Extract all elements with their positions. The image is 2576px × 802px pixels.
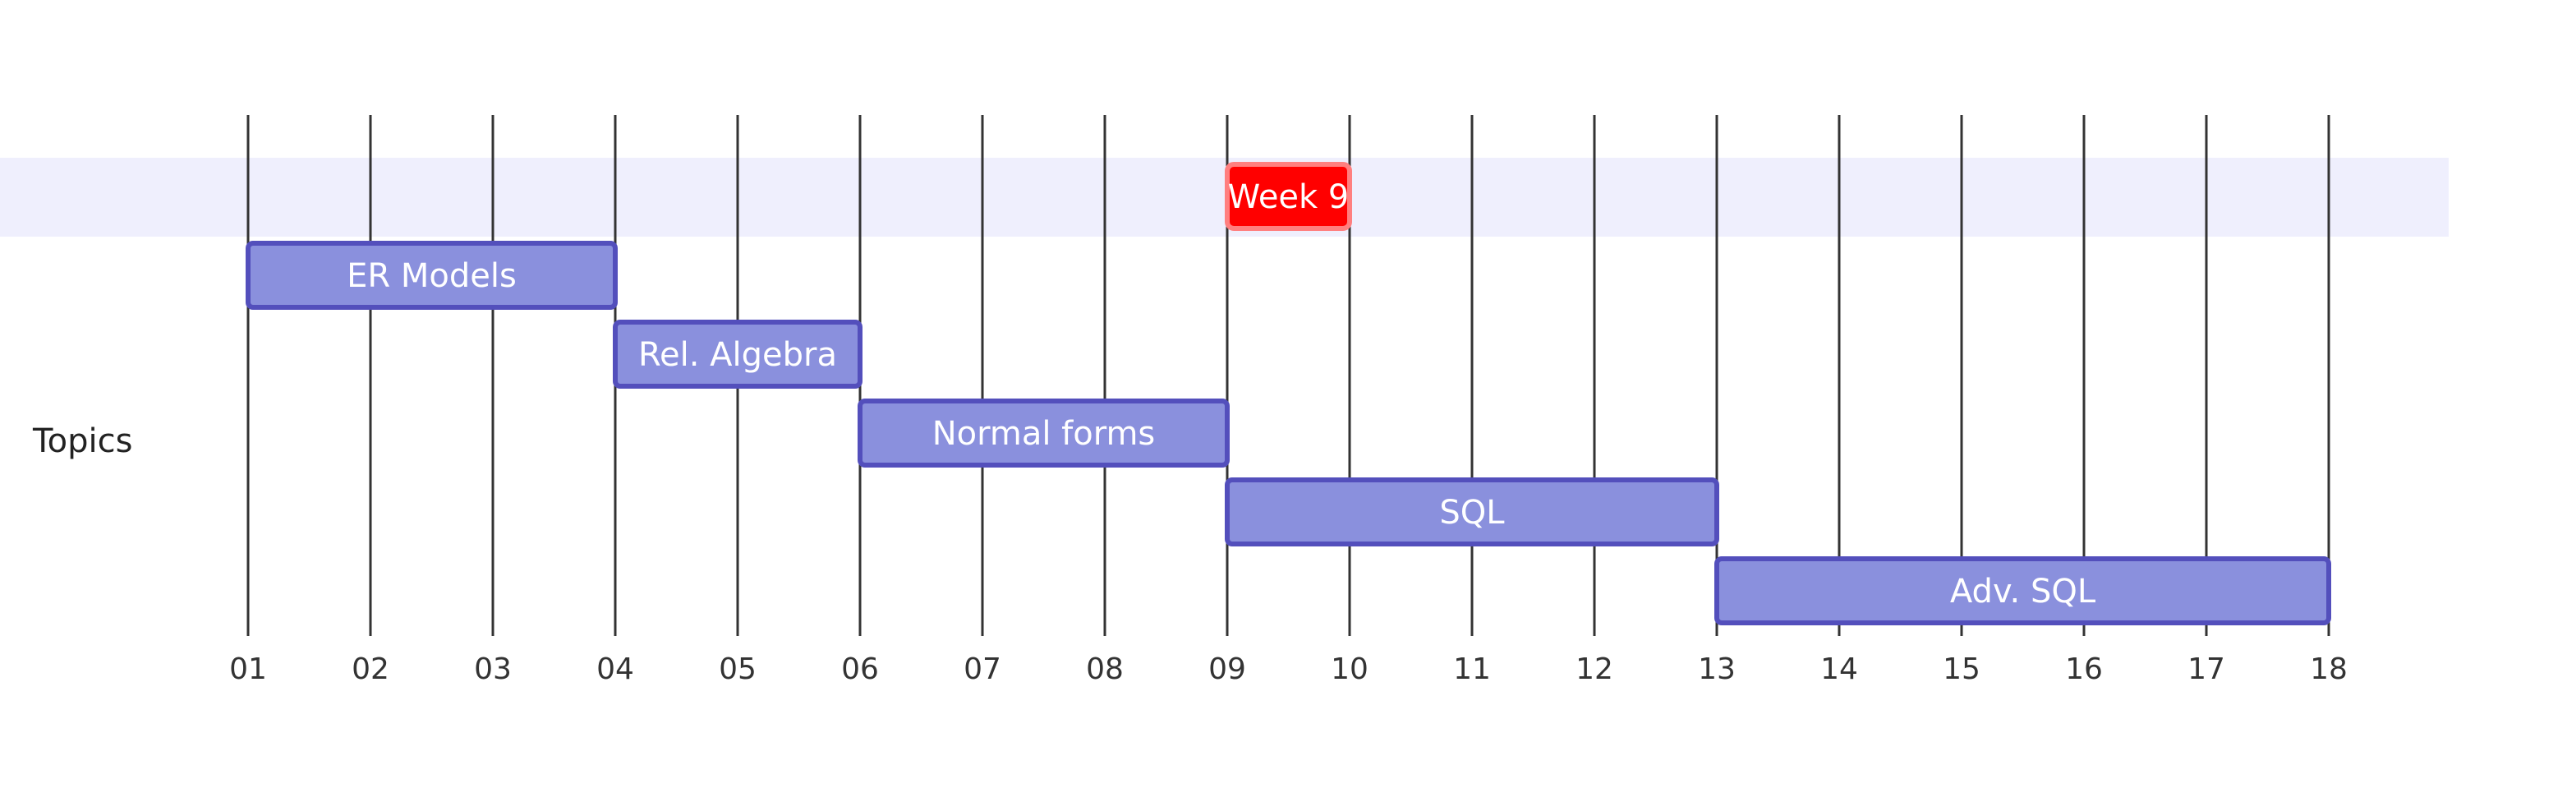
x-tick-label: 06 — [841, 652, 879, 686]
section-title: Topics — [32, 422, 132, 460]
x-tick-label: 04 — [596, 652, 634, 686]
milestone-group: Week 9 — [1225, 162, 1352, 231]
task-label: Rel. Algebra — [638, 336, 837, 374]
x-tick-label: 14 — [1820, 652, 1858, 686]
task-bar — [858, 399, 1230, 468]
milestone-layer: Week 9 — [1225, 162, 1352, 231]
task-label: SQL — [1439, 494, 1505, 532]
task-bar-group: ER Models — [246, 241, 618, 310]
x-tick-label: 16 — [2065, 652, 2103, 686]
x-tick-label: 12 — [1576, 652, 1613, 686]
x-tick-label: 18 — [2310, 652, 2348, 686]
x-tick-label: 10 — [1331, 652, 1368, 686]
task-bar — [613, 320, 862, 389]
x-tick-label: 09 — [1208, 652, 1246, 686]
tick-label-layer: 01 02 03 04 05 06 07 08 09 10 11 12 13 14 15 16 17 18 — [229, 652, 2348, 686]
x-tick-label: 13 — [1698, 652, 1736, 686]
task-bar — [1714, 556, 2331, 625]
task-bar-group: Normal forms — [858, 399, 1230, 468]
task-bar — [1225, 477, 1719, 546]
x-tick-label: 15 — [1943, 652, 1980, 686]
milestone-marker — [1225, 162, 1352, 231]
task-bar-group: SQL — [1225, 477, 1719, 546]
x-tick-label: 17 — [2187, 652, 2225, 686]
task-label: Normal forms — [932, 415, 1156, 453]
x-tick-label: 05 — [719, 652, 757, 686]
task-label: ER Models — [347, 257, 517, 295]
x-tick-label: 07 — [964, 652, 1001, 686]
x-tick-label: 01 — [229, 652, 267, 686]
highlight-band — [0, 158, 2449, 237]
task-label: Adv. SQL — [1950, 573, 2096, 611]
x-tick-label: 08 — [1086, 652, 1124, 686]
task-bar-group: Adv. SQL — [1714, 556, 2331, 625]
x-tick-label: 03 — [474, 652, 512, 686]
x-tick-label: 11 — [1453, 652, 1491, 686]
task-layer: ER Models Rel. Algebra Normal forms SQL Adv.… — [246, 241, 2331, 625]
grid-layer — [246, 115, 2330, 636]
section-layer: Topics — [32, 422, 132, 460]
task-bar — [246, 241, 618, 310]
band-layer — [0, 158, 2449, 237]
milestone-label: Week 9 — [1228, 178, 1350, 216]
task-bar-group: Rel. Algebra — [613, 320, 862, 389]
x-tick-label: 02 — [352, 652, 389, 686]
